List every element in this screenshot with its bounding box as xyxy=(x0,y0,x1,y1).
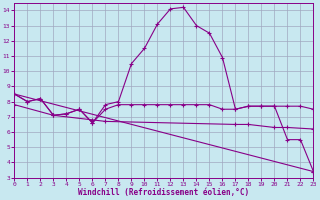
X-axis label: Windchill (Refroidissement éolien,°C): Windchill (Refroidissement éolien,°C) xyxy=(78,188,250,197)
